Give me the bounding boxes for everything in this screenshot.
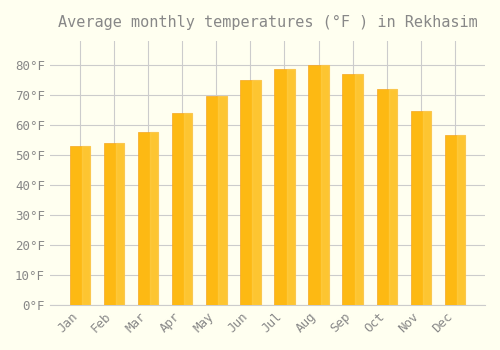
Bar: [206, 97, 227, 305]
Bar: [320, 65, 329, 305]
Bar: [457, 135, 465, 305]
Bar: [423, 111, 431, 305]
Bar: [150, 132, 158, 305]
Bar: [376, 89, 397, 305]
Bar: [410, 111, 431, 305]
Bar: [240, 80, 260, 305]
Bar: [184, 113, 192, 305]
Bar: [138, 132, 158, 305]
Bar: [286, 69, 294, 305]
Bar: [218, 97, 226, 305]
Bar: [104, 143, 124, 305]
Bar: [82, 146, 90, 305]
Bar: [445, 135, 465, 305]
Bar: [70, 146, 90, 305]
Bar: [389, 89, 397, 305]
Title: Average monthly temperatures (°F ) in Rekhasim: Average monthly temperatures (°F ) in Re…: [58, 15, 478, 30]
Bar: [354, 74, 363, 305]
Bar: [308, 65, 329, 305]
Bar: [172, 113, 193, 305]
Bar: [274, 69, 294, 305]
Bar: [342, 74, 363, 305]
Bar: [116, 143, 124, 305]
Bar: [252, 80, 260, 305]
